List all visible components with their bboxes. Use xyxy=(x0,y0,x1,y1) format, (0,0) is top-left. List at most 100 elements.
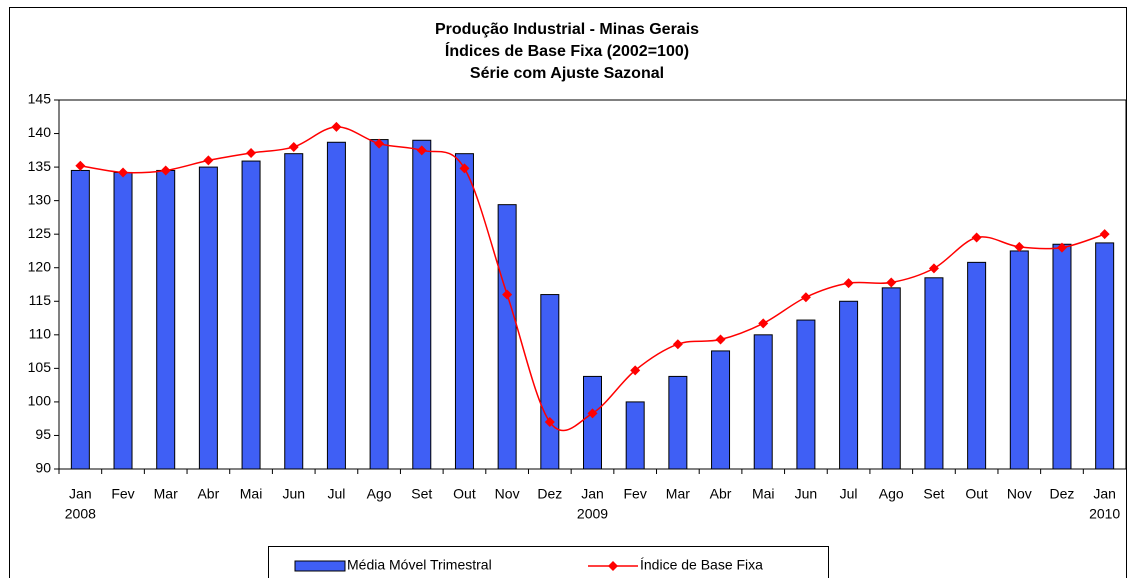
legend-label: Média Móvel Trimestral xyxy=(347,557,492,573)
marker xyxy=(758,318,769,329)
x-tick-label: Fev xyxy=(624,486,647,502)
x-tick-label: Jul xyxy=(840,486,858,502)
bar xyxy=(1052,243,1072,470)
bar xyxy=(967,261,987,470)
x-tick-label: Ago xyxy=(367,486,392,502)
bar xyxy=(113,171,133,470)
bar xyxy=(1095,242,1115,470)
y-tick-label: 140 xyxy=(28,124,52,140)
x-tick-label: Abr xyxy=(197,486,219,502)
legend-swatch xyxy=(294,560,346,572)
y-tick-label: 145 xyxy=(28,91,52,107)
bar xyxy=(241,160,261,470)
x-tick-label: Jan xyxy=(581,486,604,502)
bar xyxy=(412,139,432,470)
y-tick-label: 125 xyxy=(28,225,52,241)
marker xyxy=(374,138,385,149)
x-tick-label: Nov xyxy=(495,486,520,502)
x-tick-label: Set xyxy=(411,486,432,502)
bar xyxy=(924,277,944,470)
marker xyxy=(928,263,939,274)
y-tick-label: 105 xyxy=(28,359,52,375)
y-tick-label: 90 xyxy=(35,460,51,476)
x-tick-label: Jun xyxy=(282,486,305,502)
x-tick-label: Nov xyxy=(1007,486,1032,502)
x-tick-label: Fev xyxy=(111,486,134,502)
x-year-label: 2010 xyxy=(1089,506,1120,522)
marker xyxy=(288,141,299,152)
x-tick-label: Jan xyxy=(69,486,92,502)
x-tick-label: Out xyxy=(453,486,476,502)
bar xyxy=(583,375,602,470)
x-tick-label: Dez xyxy=(537,486,562,502)
marker xyxy=(800,292,811,303)
legend-label: Índice de Base Fixa xyxy=(640,557,763,573)
x-tick-label: Set xyxy=(923,486,944,502)
x-tick-label: Out xyxy=(965,486,988,502)
bar xyxy=(625,401,645,470)
bar xyxy=(454,153,474,470)
x-tick-label: Mar xyxy=(154,486,178,502)
marker xyxy=(502,289,513,300)
legend xyxy=(268,546,829,578)
bar xyxy=(326,141,346,470)
marker xyxy=(1056,242,1067,253)
x-tick-label: Dez xyxy=(1050,486,1075,502)
bar xyxy=(753,334,773,470)
marker xyxy=(331,121,342,132)
marker xyxy=(544,417,555,428)
x-tick-label: Mar xyxy=(666,486,690,502)
chart-title: Produção Industrial - Minas Gerais xyxy=(435,21,699,38)
y-tick-label: 115 xyxy=(29,292,52,308)
marker xyxy=(75,160,86,171)
bar xyxy=(156,169,176,470)
x-tick-label: Jun xyxy=(795,486,818,502)
bar xyxy=(839,300,859,470)
marker xyxy=(203,155,214,166)
marker xyxy=(416,145,427,156)
marker xyxy=(246,148,257,159)
y-tick-label: 135 xyxy=(28,158,52,174)
y-tick-label: 100 xyxy=(28,393,52,409)
marker xyxy=(118,167,129,178)
marker xyxy=(630,365,641,376)
marker xyxy=(459,163,470,174)
marker xyxy=(1099,229,1110,240)
x-year-label: 2009 xyxy=(577,506,608,522)
x-tick-label: Jul xyxy=(327,486,345,502)
x-tick-label: Mai xyxy=(752,486,775,502)
marker xyxy=(886,277,897,288)
bar xyxy=(198,166,218,470)
chart-subtitle: Índices de Base Fixa (2002=100) xyxy=(445,41,689,60)
marker xyxy=(971,232,982,243)
bar xyxy=(881,287,901,470)
marker xyxy=(672,339,683,350)
bar xyxy=(796,319,816,470)
bar xyxy=(497,204,517,470)
y-tick-label: 110 xyxy=(29,326,52,342)
chart-subtitle: Série com Ajuste Sazonal xyxy=(470,65,664,82)
y-tick-label: 130 xyxy=(28,191,52,207)
bar xyxy=(1009,250,1029,470)
x-tick-label: Ago xyxy=(879,486,904,502)
x-tick-label: Jan xyxy=(1093,486,1116,502)
marker xyxy=(1014,241,1025,252)
y-tick-label: 120 xyxy=(28,258,52,274)
x-tick-label: Abr xyxy=(710,486,732,502)
marker xyxy=(715,334,726,345)
bar xyxy=(284,153,304,470)
bar xyxy=(540,294,560,470)
bar xyxy=(70,169,90,470)
legend-swatch xyxy=(608,561,618,571)
y-tick-label: 95 xyxy=(35,426,51,442)
marker xyxy=(587,408,598,419)
marker xyxy=(160,165,171,176)
x-tick-label: Mai xyxy=(240,486,263,502)
x-year-label: 2008 xyxy=(65,506,96,522)
bar xyxy=(711,350,731,470)
marker xyxy=(843,278,854,289)
bar xyxy=(668,375,688,470)
bar xyxy=(369,139,389,470)
